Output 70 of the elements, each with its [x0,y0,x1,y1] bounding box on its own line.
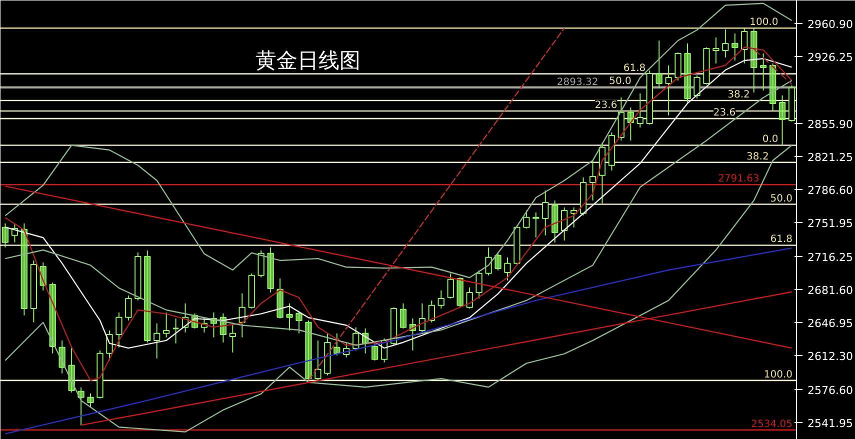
candlestick [229,322,236,353]
candlestick [712,36,720,64]
candlestick [400,302,407,329]
candlestick [371,342,378,361]
y-tick-label: 2716.25 [808,250,853,264]
y-tick-label: 2786.60 [808,184,853,197]
candlestick [542,190,549,236]
candlestick [532,212,540,238]
candlestick [258,250,264,278]
candlestick [504,256,511,281]
candlestick [106,330,113,361]
candlestick [523,210,530,229]
candlestick [314,340,322,381]
candlestick [494,252,502,271]
annotation: 38.2 [746,151,769,162]
candlestick [78,386,84,426]
candlestick [760,52,767,91]
candlestick [778,94,786,146]
annotation: 23.6 [594,100,618,111]
line-series [4,247,792,434]
candlestick [286,302,293,331]
text: 黄金日线图 [256,48,360,72]
y-tick-label: 2646.95 [808,316,853,330]
candlestick [589,160,596,201]
annotation: 61.8 [770,234,792,246]
candlestick [694,74,700,99]
candlestick [334,332,340,356]
y-tick-label: 2612.30 [808,350,853,363]
candlestick [722,28,729,58]
candlestick [447,272,454,299]
candlestick [732,32,738,61]
candlestick [172,318,180,344]
y-tick-label: 2541.95 [808,416,853,430]
annotation: 100.0 [764,369,793,380]
line-series [4,2,792,278]
candlestick [485,246,492,276]
y-tick-label: 2681.60 [808,284,853,297]
annotation: 100.0 [750,17,778,28]
annotation: 0.0 [762,134,778,146]
candlestick [154,322,160,359]
candlestick [125,294,132,321]
candlestick [87,392,94,408]
candlestick [656,40,662,89]
annotation: 23.6 [713,108,736,119]
ref-line-label: 2534.05 [751,418,793,430]
y-tick-label: 2821.25 [808,150,853,164]
candlestick [438,290,444,309]
annotation: 50.0 [609,76,632,88]
candlestick [162,312,170,338]
annotation: 61.8 [623,62,646,74]
candlestick [636,92,644,128]
candlestick [476,270,482,299]
candlestick [296,312,302,334]
y-tick-label: 2751.95 [808,216,853,230]
candlestick [428,300,436,323]
candlestick [2,222,9,248]
y-tick-label: 2855.90 [808,118,853,131]
candlestick [674,52,682,81]
annotation: 38.2 [728,89,750,100]
ref-line-label: 2791.63 [718,174,760,185]
y-tick-label: 2926.25 [808,50,853,64]
y-tick-label: 2960.90 [808,18,853,31]
ref-line-label: 2893.32 [556,76,598,88]
candlestick [466,286,473,309]
candlestick [741,28,748,64]
annotation: 50.0 [770,193,792,204]
candlestick [116,312,122,348]
candlestick [665,64,672,116]
y-tick-label: 2576.60 [808,384,853,397]
line-series [4,144,792,432]
